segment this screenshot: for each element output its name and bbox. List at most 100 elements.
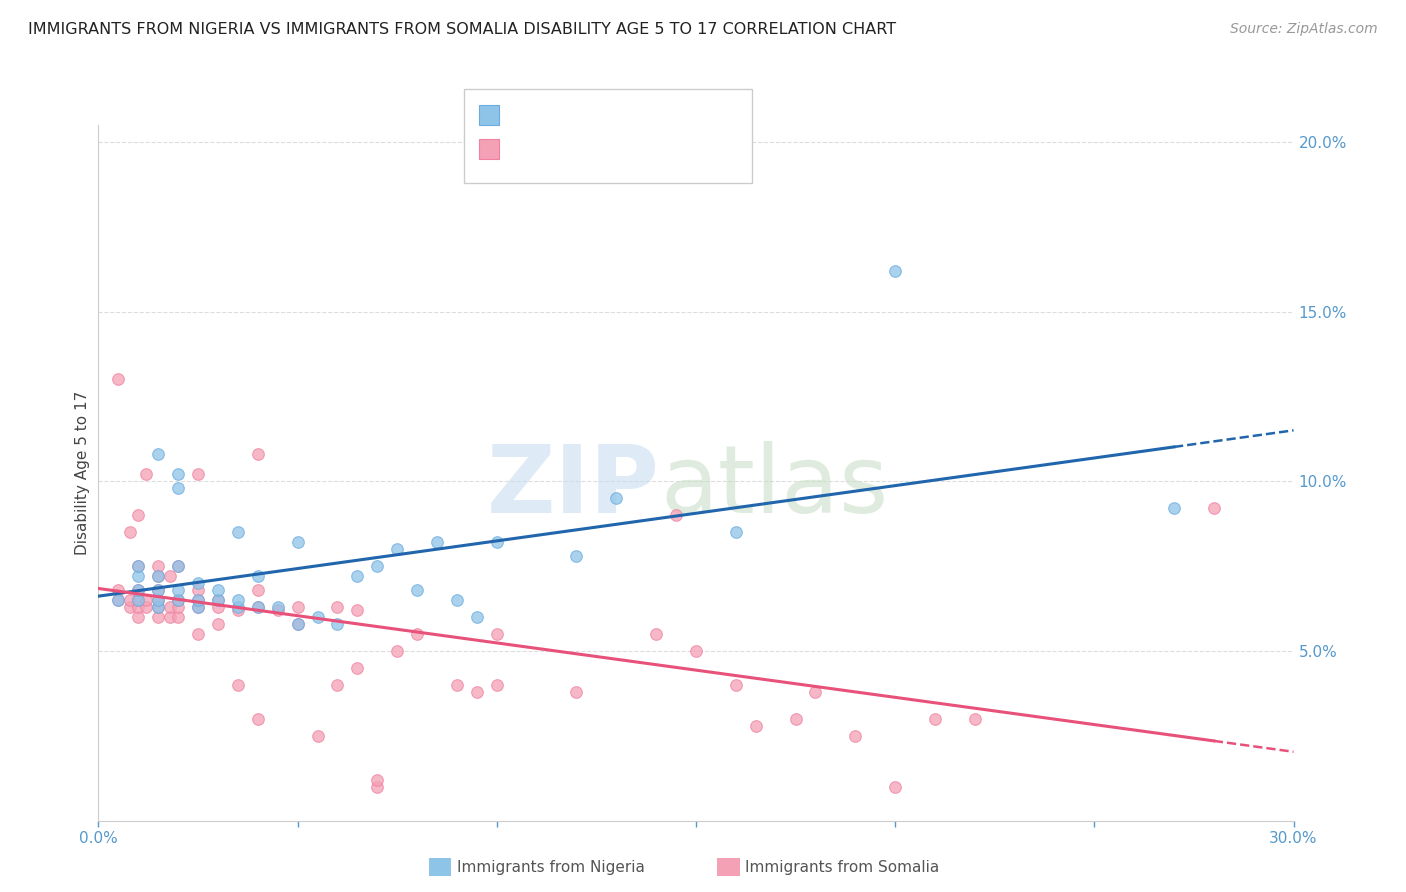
Point [685, 644, 707, 658]
Text: 71: 71 [668, 136, 689, 154]
Point [135, 593, 157, 607]
Text: IMMIGRANTS FROM NIGERIA VS IMMIGRANTS FROM SOMALIA DISABILITY AGE 5 TO 17 CORREL: IMMIGRANTS FROM NIGERIA VS IMMIGRANTS FR… [28, 22, 896, 37]
Point [785, 712, 807, 726]
Point [246, 712, 269, 726]
Point [148, 593, 170, 607]
Text: N =: N = [626, 136, 662, 154]
Point [287, 616, 309, 631]
Point [226, 525, 249, 540]
Point [346, 603, 368, 617]
Point [884, 780, 907, 794]
Point [135, 599, 157, 614]
Point [167, 593, 190, 607]
Point [167, 467, 190, 482]
Point [120, 599, 142, 614]
Point [485, 678, 508, 692]
Point [167, 582, 190, 597]
Point [159, 599, 181, 614]
Point [120, 525, 142, 540]
Point [267, 599, 290, 614]
Point [187, 593, 209, 607]
Point [167, 559, 190, 574]
Point [924, 712, 946, 726]
Text: R =: R = [508, 136, 544, 154]
Point [326, 678, 349, 692]
Point [884, 264, 907, 278]
Text: Immigrants from Nigeria: Immigrants from Nigeria [457, 860, 645, 874]
Point [127, 593, 149, 607]
Point [187, 627, 209, 641]
Point [366, 559, 388, 574]
Point [107, 593, 129, 607]
Point [127, 610, 149, 624]
Point [207, 599, 229, 614]
Point [148, 582, 170, 597]
Point [148, 447, 170, 461]
Text: Source: ZipAtlas.com: Source: ZipAtlas.com [1230, 22, 1378, 37]
Point [226, 678, 249, 692]
Point [148, 569, 170, 583]
Point [127, 599, 149, 614]
Point [226, 603, 249, 617]
Point [148, 599, 170, 614]
Y-axis label: Disability Age 5 to 17: Disability Age 5 to 17 [75, 391, 90, 555]
Text: 0.128: 0.128 [551, 103, 605, 120]
Point [346, 661, 368, 675]
Point [187, 599, 209, 614]
Point [187, 599, 209, 614]
Point [127, 582, 149, 597]
Point [167, 610, 190, 624]
Point [267, 603, 290, 617]
Point [148, 593, 170, 607]
Point [127, 559, 149, 574]
Text: Immigrants from Somalia: Immigrants from Somalia [745, 860, 939, 874]
Point [287, 599, 309, 614]
Point [167, 599, 190, 614]
Text: -0.113: -0.113 [551, 136, 605, 154]
Point [226, 593, 249, 607]
Text: R =: R = [508, 103, 544, 120]
Point [1202, 501, 1225, 516]
Text: N =: N = [626, 103, 662, 120]
Point [645, 627, 668, 641]
Point [1163, 501, 1185, 516]
Point [187, 582, 209, 597]
Point [148, 610, 170, 624]
Point [127, 569, 149, 583]
Point [246, 569, 269, 583]
Point [187, 593, 209, 607]
Point [127, 582, 149, 597]
Point [120, 593, 142, 607]
Point [148, 559, 170, 574]
Point [326, 616, 349, 631]
Point [246, 599, 269, 614]
Point [148, 582, 170, 597]
Point [485, 627, 508, 641]
Point [207, 593, 229, 607]
Point [465, 610, 488, 624]
Point [724, 525, 747, 540]
Point [804, 684, 827, 698]
Point [127, 559, 149, 574]
Point [366, 772, 388, 787]
Point [127, 508, 149, 523]
Point [148, 599, 170, 614]
Point [565, 684, 588, 698]
Point [207, 582, 229, 597]
Point [385, 644, 409, 658]
Point [127, 593, 149, 607]
Point [187, 576, 209, 591]
Point [406, 627, 429, 641]
Text: ZIP: ZIP [488, 441, 661, 533]
Point [287, 616, 309, 631]
Point [844, 729, 866, 743]
Point [745, 718, 768, 732]
Text: 43: 43 [668, 103, 689, 120]
Point [446, 678, 468, 692]
Point [207, 593, 229, 607]
Point [167, 593, 190, 607]
Point [446, 593, 468, 607]
Point [346, 569, 368, 583]
Point [246, 582, 269, 597]
Point [246, 599, 269, 614]
